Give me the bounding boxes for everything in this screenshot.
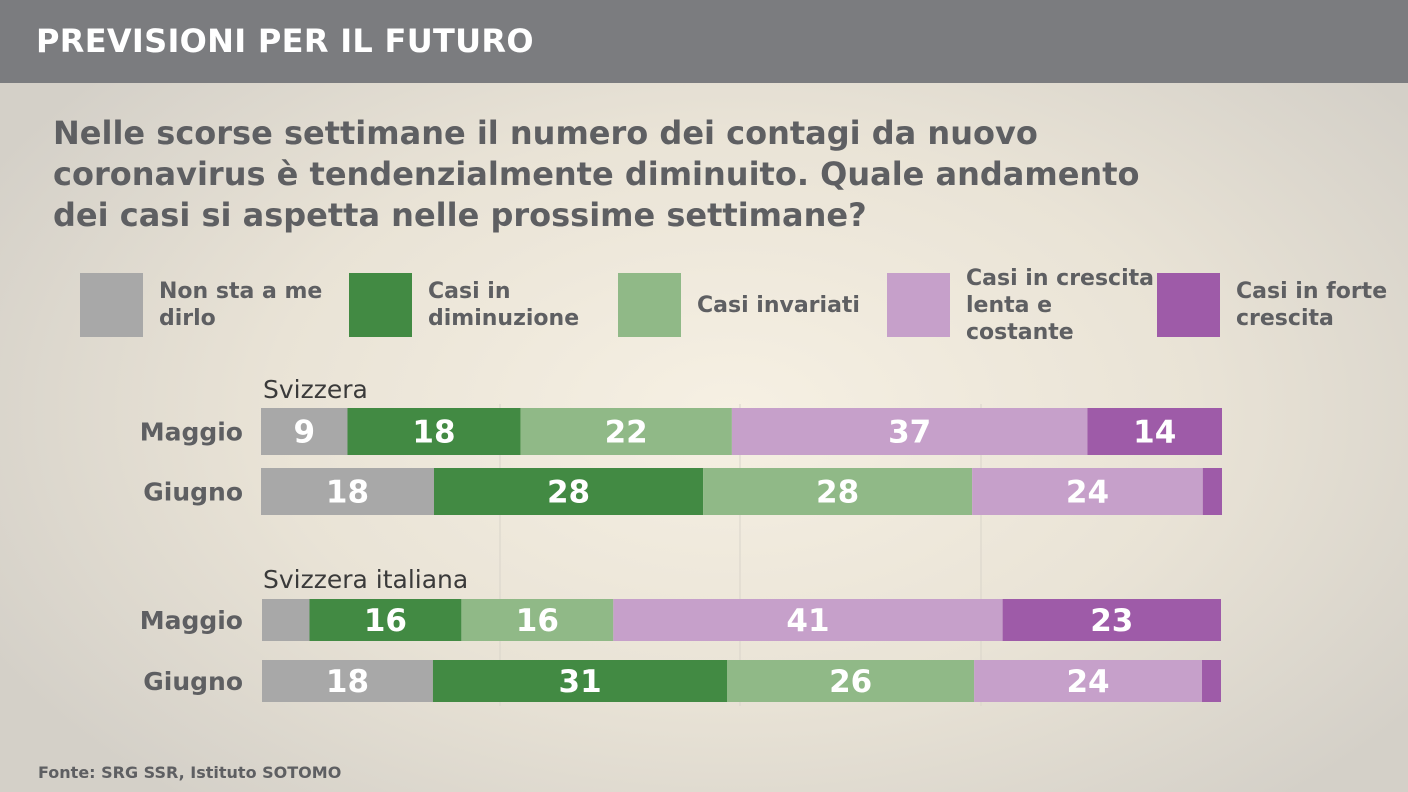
data-label: 16 (364, 603, 407, 639)
data-label: 23 (1090, 603, 1133, 639)
group-title-svizzera: Svizzera (263, 375, 368, 404)
header-bar: PREVISIONI PER IL FUTURO (0, 0, 1408, 83)
bar-segment-casi-in-diminuzione (432, 660, 728, 702)
data-label: 18 (412, 415, 455, 451)
bar-segment-casi-in-diminuzione (347, 408, 521, 455)
data-label: 18 (326, 475, 369, 511)
legend-swatch (887, 273, 950, 337)
bar-segment-casi-in-diminuzione (433, 468, 704, 515)
row-label-maggio: Maggio (140, 418, 243, 447)
legend-label: Non sta a me dirlo (159, 279, 323, 331)
data-label: 41 (786, 603, 829, 639)
data-label: 24 (1066, 475, 1109, 511)
bar-segment-casi-in-forte-crescita (1202, 468, 1222, 515)
row-label-giugno: Giugno (143, 667, 243, 696)
data-label: 28 (547, 475, 590, 511)
data-label: 26 (829, 664, 872, 700)
legend-swatch (80, 273, 143, 337)
data-label: 28 (816, 475, 859, 511)
data-label: 9 (293, 415, 315, 451)
data-label: 16 (516, 603, 559, 639)
bar-segment-non-sta-a-me-dirlo (262, 660, 433, 702)
legend-swatch (1157, 273, 1220, 337)
bar-segment-casi-in-crescita-lenta-e-costante (731, 408, 1088, 455)
bar-segment-casi-in-forte-crescita (1087, 408, 1222, 455)
data-label: 14 (1133, 415, 1176, 451)
survey-question: Nelle scorse settimane il numero dei con… (53, 114, 1140, 234)
data-label: 22 (605, 415, 648, 451)
legend-label: Casi in diminuzione (428, 279, 580, 331)
bar-segment-casi-invariati (703, 468, 973, 515)
group-title-svizzera-italiana: Svizzera italiana (263, 565, 468, 594)
row-label-giugno: Giugno (143, 478, 243, 507)
bar-segment-casi-in-forte-crescita (1202, 660, 1221, 702)
legend-label: Casi invariati (697, 292, 860, 318)
bar-segment-non-sta-a-me-dirlo (262, 599, 310, 641)
bar-segment-casi-invariati (520, 408, 732, 455)
bar-segment-non-sta-a-me-dirlo (261, 468, 434, 515)
legend-swatch (618, 273, 681, 337)
bar-segment-casi-invariati (727, 660, 975, 702)
bar-segment-casi-invariati (461, 599, 614, 641)
data-label: 31 (559, 664, 602, 700)
row-label-maggio: Maggio (140, 606, 243, 635)
data-label: 24 (1066, 664, 1109, 700)
bar-segment-non-sta-a-me-dirlo (261, 408, 348, 455)
data-label: 37 (888, 415, 931, 451)
legend-label: Casi in forte crescita (1236, 279, 1388, 331)
bar-segment-casi-in-forte-crescita (1002, 599, 1221, 641)
page-title: PREVISIONI PER IL FUTURO (36, 22, 534, 60)
bar-segment-casi-in-crescita-lenta-e-costante (974, 660, 1203, 702)
bar-segment-casi-in-crescita-lenta-e-costante (972, 468, 1203, 515)
data-label: 18 (326, 664, 369, 700)
bar-segment-casi-in-diminuzione (309, 599, 462, 641)
bar-segment-casi-in-crescita-lenta-e-costante (613, 599, 1003, 641)
source-note: Fonte: SRG SSR, Istituto SOTOMO (38, 763, 342, 782)
legend-swatch (349, 273, 412, 337)
